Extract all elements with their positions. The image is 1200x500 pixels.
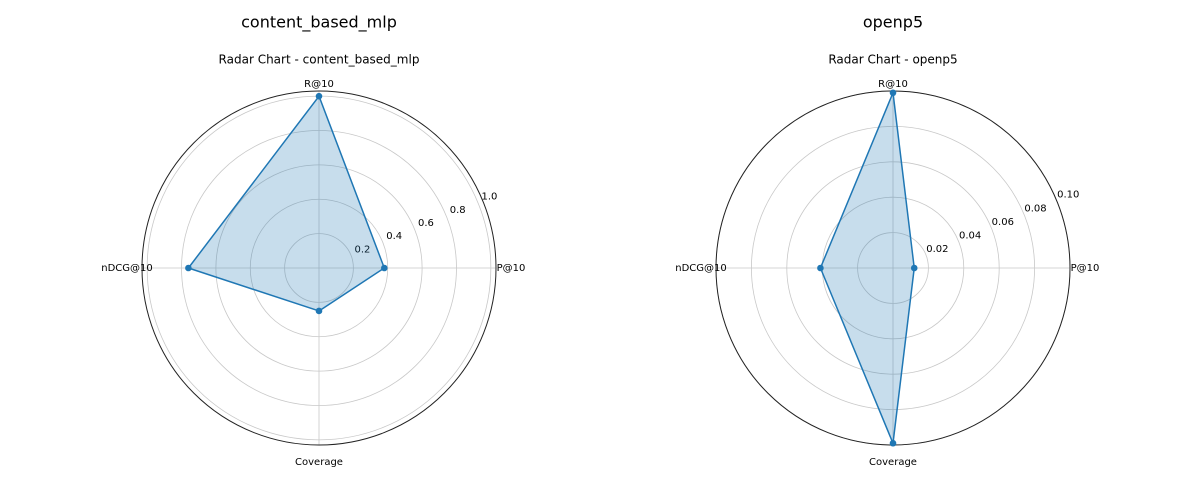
category-label: nDCG@10 xyxy=(675,263,727,274)
radial-tick-label: 0.10 xyxy=(1057,190,1079,201)
radial-tick-label: 0.02 xyxy=(926,244,948,255)
radial-tick-label: 0.08 xyxy=(1024,203,1046,214)
radial-tick-label: 1.0 xyxy=(482,192,498,203)
series-area xyxy=(820,92,915,444)
data-point-coverage xyxy=(889,439,897,447)
data-point-r-10 xyxy=(889,89,897,97)
category-label: R@10 xyxy=(304,79,334,90)
chart-title: Radar Chart - openp5 xyxy=(828,53,957,67)
polar-spine xyxy=(141,90,497,446)
radial-tick-label: 0.4 xyxy=(386,231,402,242)
category-label: Coverage xyxy=(295,457,343,468)
radial-tick-label: 0.06 xyxy=(992,217,1014,228)
radial-tick-label: 0.8 xyxy=(450,205,466,216)
category-label: Coverage xyxy=(869,457,917,468)
category-label: P@10 xyxy=(1071,263,1100,274)
radial-tick-label: 0.6 xyxy=(418,218,434,229)
category-label: R@10 xyxy=(878,79,908,90)
data-point-ndcg-10 xyxy=(817,264,824,272)
category-label: nDCG@10 xyxy=(101,263,153,274)
data-point-p-10 xyxy=(910,264,918,272)
chart-title: Radar Chart - content_based_mlp xyxy=(219,53,420,67)
category-label: P@10 xyxy=(497,263,526,274)
radial-tick-label: 0.04 xyxy=(959,230,981,241)
series-area xyxy=(188,96,385,311)
radar-panel-2: openp5 Radar Chart - openp5 0.02 0.04 0.06 0.… xyxy=(675,13,1099,469)
figure-title: content_based_mlp xyxy=(241,13,397,33)
data-point-ndcg-10 xyxy=(185,264,192,272)
radar-panel-1: content_based_mlp Radar Chart - content_b… xyxy=(101,13,525,469)
data-point-coverage xyxy=(315,307,323,315)
figure-title: openp5 xyxy=(863,13,923,32)
data-point-r-10 xyxy=(315,92,323,100)
radial-tick-label: 0.2 xyxy=(354,244,370,255)
data-point-p-10 xyxy=(381,264,388,272)
